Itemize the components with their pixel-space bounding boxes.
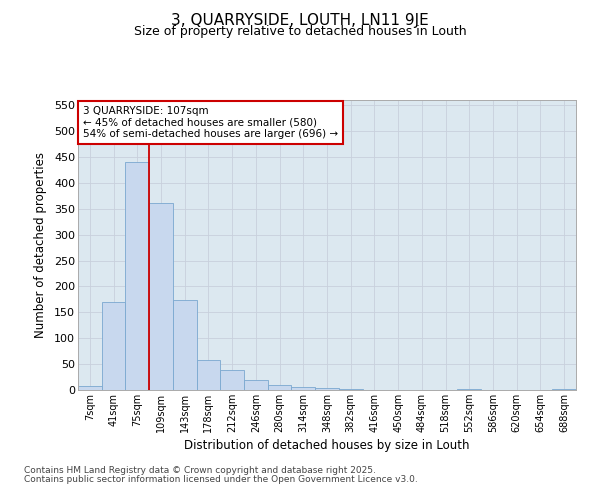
Text: Contains HM Land Registry data © Crown copyright and database right 2025.: Contains HM Land Registry data © Crown c… [24, 466, 376, 475]
Bar [292, 387, 315, 390]
Text: Size of property relative to detached houses in Louth: Size of property relative to detached ho… [134, 25, 466, 38]
Bar [173, 300, 197, 390]
Bar [149, 202, 173, 390]
Bar [220, 370, 244, 390]
Bar [244, 380, 268, 390]
Bar [315, 388, 339, 390]
Bar [197, 360, 220, 390]
Bar [102, 302, 125, 390]
X-axis label: Distribution of detached houses by size in Louth: Distribution of detached houses by size … [184, 439, 470, 452]
Bar [78, 386, 102, 390]
Text: 3 QUARRYSIDE: 107sqm
← 45% of detached houses are smaller (580)
54% of semi-deta: 3 QUARRYSIDE: 107sqm ← 45% of detached h… [83, 106, 338, 139]
Text: Contains public sector information licensed under the Open Government Licence v3: Contains public sector information licen… [24, 475, 418, 484]
Text: 3, QUARRYSIDE, LOUTH, LN11 9JE: 3, QUARRYSIDE, LOUTH, LN11 9JE [171, 12, 429, 28]
Y-axis label: Number of detached properties: Number of detached properties [34, 152, 47, 338]
Bar [552, 389, 576, 390]
Bar [268, 385, 292, 390]
Bar [125, 162, 149, 390]
